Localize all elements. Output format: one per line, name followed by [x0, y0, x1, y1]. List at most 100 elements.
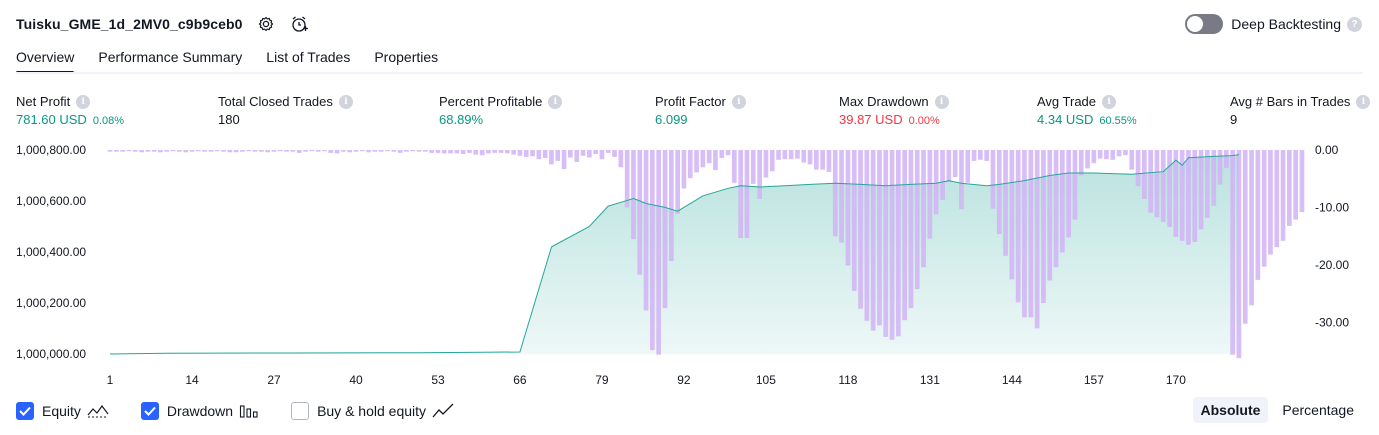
drawdown-bar — [164, 150, 170, 152]
x-axis-tick: 27 — [267, 373, 281, 387]
legend-equity[interactable]: Equity — [16, 402, 109, 420]
drawdown-bar — [1274, 150, 1280, 248]
drawdown-bar — [1280, 150, 1286, 241]
buy-hold-checkbox[interactable] — [291, 402, 310, 420]
drawdown-bar — [984, 150, 989, 161]
drawdown-bar — [599, 150, 605, 160]
drawdown-bar — [536, 150, 542, 160]
bar-chart-icon — [239, 403, 259, 419]
toggle-knob — [1187, 16, 1204, 32]
drawdown-bar — [145, 150, 151, 152]
info-icon[interactable]: i — [934, 94, 949, 109]
drawdown-bar — [1173, 150, 1179, 237]
drawdown-bar — [429, 150, 434, 153]
drawdown-bar — [738, 150, 743, 238]
drawdown-bar — [662, 150, 668, 309]
metric-total-closed-trades: Total Closed Trades i 180 — [218, 93, 353, 127]
equity-checkbox[interactable] — [16, 402, 34, 420]
drawdown-bar — [814, 150, 819, 170]
drawdown-bar — [517, 150, 523, 156]
drawdown-bar — [252, 150, 258, 152]
chart-legend: Equity Drawdown Buy & hold equity — [16, 400, 486, 422]
drawdown-bar — [315, 150, 321, 152]
drawdown-bar — [284, 150, 289, 152]
drawdown-bar — [788, 150, 794, 160]
drawdown-bar — [385, 150, 390, 152]
equity-area — [110, 154, 1239, 354]
metric-label: Max Drawdown — [839, 94, 929, 109]
drawdown-bar — [612, 150, 617, 157]
drawdown-bar — [202, 150, 207, 152]
tab-list-of-trades[interactable]: List of Trades — [266, 49, 351, 65]
drawdown-bar — [448, 150, 453, 154]
drawdown-bar — [807, 150, 813, 165]
drawdown-bar — [927, 150, 933, 239]
drawdown-bar — [1211, 150, 1217, 206]
legend-buy-hold-equity[interactable]: Buy & hold equity — [291, 402, 454, 420]
x-axis-tick: 105 — [756, 373, 776, 387]
x-axis-tick: 131 — [920, 373, 940, 387]
x-axis-tick: 53 — [431, 373, 445, 387]
drawdown-checkbox[interactable] — [140, 402, 159, 420]
drawdown-bar — [114, 150, 119, 152]
drawdown-bar — [498, 150, 504, 153]
metric-avg-trade: Avg Trade i 4.34 USD 60.55% — [1037, 93, 1137, 127]
tab-performance-summary[interactable]: Performance Summary — [98, 49, 243, 65]
drawdown-bar — [1179, 150, 1185, 241]
drawdown-bar — [328, 150, 334, 153]
drawdown-bar — [1198, 150, 1204, 230]
drawdown-bar — [763, 150, 769, 178]
drawdown-bar — [965, 150, 971, 183]
drawdown-bar — [1015, 150, 1021, 303]
drawdown-bar — [246, 150, 252, 152]
metric-value: 781.60 USD — [16, 112, 87, 127]
metric-value: 39.87 USD — [839, 112, 903, 127]
drawdown-bar — [1078, 150, 1084, 176]
metric-max-drawdown: Max Drawdown i 39.87 USD 0.00% — [839, 93, 949, 127]
tab-divider — [16, 72, 1363, 74]
drawdown-bar — [971, 150, 977, 161]
drawdown-bar — [1129, 150, 1135, 170]
drawdown-bar — [902, 150, 907, 321]
drawdown-bar — [795, 150, 800, 159]
add-alert-clock-icon[interactable] — [289, 13, 311, 35]
drawdown-bar — [107, 150, 113, 152]
drawdown-bar — [1230, 150, 1235, 355]
absolute-button[interactable]: Absolute — [1192, 397, 1269, 423]
info-icon[interactable]: i — [338, 94, 353, 109]
drawdown-bar — [158, 150, 163, 153]
drawdown-bar — [416, 150, 422, 152]
metric-percent: 0.08% — [92, 115, 125, 127]
drawdown-bar — [1287, 150, 1292, 226]
settings-gear-icon[interactable] — [255, 13, 277, 35]
drawdown-bar — [1167, 150, 1172, 227]
area-chart-icon — [87, 403, 109, 419]
drawdown-bar — [1217, 150, 1223, 185]
metrics-row: Net Profit i 781.60 USD 0.08% Total Closed… — [0, 93, 1379, 133]
drawdown-bar — [669, 150, 674, 261]
drawdown-bar — [1097, 150, 1103, 159]
drawdown-bar — [940, 150, 945, 200]
drawdown-bar — [675, 150, 680, 214]
drawdown-bar — [896, 150, 901, 337]
tab-properties[interactable]: Properties — [374, 49, 439, 65]
drawdown-bar — [1299, 150, 1305, 213]
info-icon[interactable]: i — [76, 94, 91, 109]
equity-drawdown-chart[interactable]: 1,000,000.00 1,000,200.00 1,000,400.00 1,00… — [0, 138, 1379, 396]
drawdown-bar — [227, 150, 233, 153]
metric-percent: 0.00% — [908, 115, 940, 127]
drawdown-bar — [467, 150, 472, 153]
drawdown-bar — [1085, 150, 1090, 169]
info-icon[interactable]: i — [731, 94, 746, 109]
info-icon[interactable]: i — [548, 94, 563, 109]
drawdown-bar — [1066, 150, 1071, 238]
info-icon[interactable]: i — [1102, 94, 1117, 109]
help-icon[interactable]: ? — [1347, 16, 1362, 32]
y-axis-left-tick: 1,000,400.00 — [16, 245, 86, 259]
percentage-button[interactable]: Percentage — [1282, 402, 1354, 418]
drawdown-bar — [1022, 150, 1027, 318]
legend-drawdown[interactable]: Drawdown — [140, 402, 259, 420]
deep-backtesting-toggle[interactable] — [1185, 14, 1224, 34]
info-icon[interactable]: i — [1356, 94, 1371, 109]
drawdown-bar — [914, 150, 920, 290]
